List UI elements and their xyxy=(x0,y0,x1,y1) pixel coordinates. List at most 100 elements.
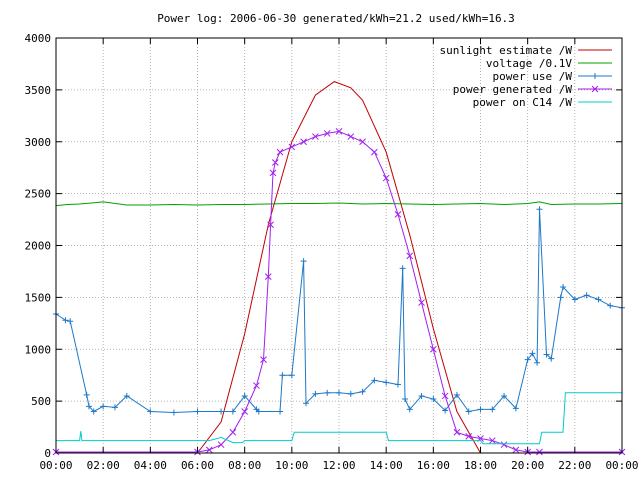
data-point xyxy=(488,437,496,444)
legend-label: power use /W xyxy=(493,70,573,83)
data-point xyxy=(441,392,449,400)
data-point xyxy=(111,404,118,411)
x-tick-label: 02:00 xyxy=(87,459,120,472)
y-tick-label: 3000 xyxy=(25,136,52,149)
data-point xyxy=(229,428,237,436)
data-point xyxy=(560,284,567,290)
grid-lines xyxy=(56,38,622,453)
data-point xyxy=(336,389,342,396)
legend-label: power on C14 /W xyxy=(473,96,573,109)
series-line xyxy=(56,392,622,445)
data-point xyxy=(383,379,390,386)
data-point xyxy=(529,350,536,357)
data-point xyxy=(453,428,461,436)
data-point xyxy=(67,318,74,325)
y-tick-label: 1000 xyxy=(25,343,52,356)
data-point xyxy=(430,396,437,403)
legend-label: voltage /0.1V xyxy=(486,57,572,70)
data-point xyxy=(241,392,248,399)
y-tick-label: 0 xyxy=(44,447,51,460)
data-point xyxy=(501,392,508,399)
data-point xyxy=(465,408,472,415)
x-tick-label: 16:00 xyxy=(417,459,450,472)
data-point xyxy=(406,252,414,260)
data-point xyxy=(418,392,425,399)
data-point xyxy=(170,409,177,416)
data-point xyxy=(429,345,437,353)
y-tick-label: 1500 xyxy=(25,291,52,304)
series-layer xyxy=(52,81,626,456)
data-point xyxy=(371,377,378,384)
series-1 xyxy=(55,201,623,207)
legend-marker xyxy=(592,73,598,79)
legend-marker xyxy=(591,85,599,93)
chart-title: Power log: 2006-06-30 generated/kWh=21.2… xyxy=(157,12,515,25)
data-point xyxy=(205,446,213,454)
data-point xyxy=(607,302,614,309)
data-point xyxy=(524,356,531,363)
data-point xyxy=(300,138,307,146)
data-point xyxy=(324,389,331,396)
data-point xyxy=(394,211,402,218)
x-tick-label: 22:00 xyxy=(558,459,591,472)
data-point xyxy=(312,390,319,397)
data-point xyxy=(217,441,225,449)
data-point xyxy=(543,351,550,358)
data-point xyxy=(512,446,520,454)
data-point xyxy=(335,128,343,135)
x-tick-label: 10:00 xyxy=(275,459,308,472)
x-tick-label: 14:00 xyxy=(370,459,403,472)
data-point xyxy=(123,392,130,399)
data-point xyxy=(500,441,508,449)
data-point xyxy=(288,143,296,151)
x-tick-label: 00:00 xyxy=(605,459,638,472)
data-point xyxy=(402,396,409,403)
series-2 xyxy=(53,206,625,416)
data-point xyxy=(83,391,90,398)
data-point xyxy=(323,130,331,137)
x-tick-label: 00:00 xyxy=(39,459,72,472)
data-point xyxy=(534,359,541,366)
x-tick-label: 20:00 xyxy=(511,459,544,472)
data-point xyxy=(477,406,484,413)
data-point xyxy=(264,273,272,280)
series-line xyxy=(197,81,481,454)
data-point xyxy=(90,408,97,415)
data-point xyxy=(382,174,390,182)
data-point xyxy=(536,448,543,456)
legend-label: power generated /W xyxy=(453,83,573,96)
data-point xyxy=(442,407,449,414)
data-point xyxy=(267,221,274,229)
data-point xyxy=(253,382,260,389)
data-point xyxy=(359,388,366,395)
data-point xyxy=(394,381,401,388)
data-point xyxy=(288,372,295,379)
data-point xyxy=(453,391,460,398)
data-point xyxy=(583,292,590,299)
data-point xyxy=(406,406,413,413)
series-0 xyxy=(197,81,481,454)
data-point xyxy=(271,159,279,166)
data-point xyxy=(86,403,93,410)
y-tick-label: 500 xyxy=(31,395,51,408)
data-point xyxy=(418,299,425,306)
data-point xyxy=(260,356,267,363)
data-point xyxy=(302,400,309,407)
x-tick-label: 12:00 xyxy=(322,459,355,472)
series-3 xyxy=(52,128,626,456)
data-point xyxy=(557,294,564,301)
legend-label: sunlight estimate /W xyxy=(440,44,573,57)
data-point xyxy=(276,148,284,156)
y-tick-label: 2500 xyxy=(25,188,52,201)
data-point xyxy=(241,408,249,415)
data-point xyxy=(347,133,355,140)
data-point xyxy=(548,355,555,362)
data-point xyxy=(277,408,284,415)
data-point xyxy=(300,258,307,265)
data-point xyxy=(218,408,225,415)
series-line xyxy=(55,201,623,207)
data-point xyxy=(194,408,201,415)
data-point xyxy=(229,408,236,415)
data-point xyxy=(312,133,319,140)
